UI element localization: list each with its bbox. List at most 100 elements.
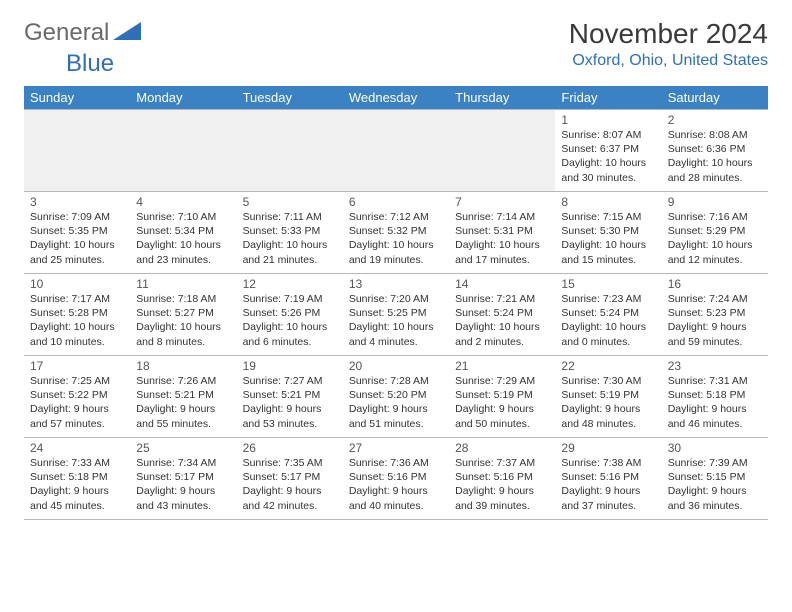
day-info: Sunrise: 7:18 AMSunset: 5:27 PMDaylight:…: [136, 292, 230, 349]
day-info: Sunrise: 7:26 AMSunset: 5:21 PMDaylight:…: [136, 374, 230, 431]
calendar-cell: 15Sunrise: 7:23 AMSunset: 5:24 PMDayligh…: [555, 274, 661, 356]
day-number: 14: [455, 277, 549, 291]
calendar-cell: [237, 110, 343, 192]
day-number: 9: [668, 195, 762, 209]
calendar-cell: 18Sunrise: 7:26 AMSunset: 5:21 PMDayligh…: [130, 356, 236, 438]
day-header: Thursday: [449, 86, 555, 110]
day-info: Sunrise: 7:31 AMSunset: 5:18 PMDaylight:…: [668, 374, 762, 431]
calendar-cell: 12Sunrise: 7:19 AMSunset: 5:26 PMDayligh…: [237, 274, 343, 356]
day-number: 21: [455, 359, 549, 373]
day-info: Sunrise: 7:34 AMSunset: 5:17 PMDaylight:…: [136, 456, 230, 513]
day-number: 17: [30, 359, 124, 373]
calendar-cell: 30Sunrise: 7:39 AMSunset: 5:15 PMDayligh…: [662, 438, 768, 520]
day-number: 11: [136, 277, 230, 291]
logo-text-general: General: [24, 19, 109, 47]
calendar-cell: 17Sunrise: 7:25 AMSunset: 5:22 PMDayligh…: [24, 356, 130, 438]
calendar-row: 3Sunrise: 7:09 AMSunset: 5:35 PMDaylight…: [24, 192, 768, 274]
logo-triangle-icon: [113, 18, 141, 47]
calendar-cell: [24, 110, 130, 192]
day-number: 4: [136, 195, 230, 209]
month-title: November 2024: [569, 18, 768, 50]
day-info: Sunrise: 7:15 AMSunset: 5:30 PMDaylight:…: [561, 210, 655, 267]
calendar-body: 1Sunrise: 8:07 AMSunset: 6:37 PMDaylight…: [24, 110, 768, 520]
day-info: Sunrise: 7:11 AMSunset: 5:33 PMDaylight:…: [243, 210, 337, 267]
day-info: Sunrise: 7:25 AMSunset: 5:22 PMDaylight:…: [30, 374, 124, 431]
day-header: Friday: [555, 86, 661, 110]
calendar-cell: 28Sunrise: 7:37 AMSunset: 5:16 PMDayligh…: [449, 438, 555, 520]
day-info: Sunrise: 7:17 AMSunset: 5:28 PMDaylight:…: [30, 292, 124, 349]
day-info: Sunrise: 7:30 AMSunset: 5:19 PMDaylight:…: [561, 374, 655, 431]
calendar-row: 10Sunrise: 7:17 AMSunset: 5:28 PMDayligh…: [24, 274, 768, 356]
day-info: Sunrise: 7:33 AMSunset: 5:18 PMDaylight:…: [30, 456, 124, 513]
day-number: 26: [243, 441, 337, 455]
calendar-cell: 16Sunrise: 7:24 AMSunset: 5:23 PMDayligh…: [662, 274, 768, 356]
calendar-cell: 2Sunrise: 8:08 AMSunset: 6:36 PMDaylight…: [662, 110, 768, 192]
calendar-cell: [449, 110, 555, 192]
calendar-cell: 25Sunrise: 7:34 AMSunset: 5:17 PMDayligh…: [130, 438, 236, 520]
day-number: 12: [243, 277, 337, 291]
calendar-cell: 4Sunrise: 7:10 AMSunset: 5:34 PMDaylight…: [130, 192, 236, 274]
day-number: 16: [668, 277, 762, 291]
logo: General: [24, 18, 141, 47]
day-info: Sunrise: 7:38 AMSunset: 5:16 PMDaylight:…: [561, 456, 655, 513]
day-info: Sunrise: 7:39 AMSunset: 5:15 PMDaylight:…: [668, 456, 762, 513]
logo-text-blue-wrap: Blue: [24, 50, 768, 78]
day-number: 20: [349, 359, 443, 373]
day-number: 13: [349, 277, 443, 291]
day-info: Sunrise: 7:24 AMSunset: 5:23 PMDaylight:…: [668, 292, 762, 349]
day-number: 27: [349, 441, 443, 455]
day-number: 22: [561, 359, 655, 373]
calendar-cell: 1Sunrise: 8:07 AMSunset: 6:37 PMDaylight…: [555, 110, 661, 192]
day-header: Wednesday: [343, 86, 449, 110]
day-number: 30: [668, 441, 762, 455]
day-info: Sunrise: 8:08 AMSunset: 6:36 PMDaylight:…: [668, 128, 762, 185]
day-number: 1: [561, 113, 655, 127]
calendar-cell: 8Sunrise: 7:15 AMSunset: 5:30 PMDaylight…: [555, 192, 661, 274]
day-header: Sunday: [24, 86, 130, 110]
calendar-row: 17Sunrise: 7:25 AMSunset: 5:22 PMDayligh…: [24, 356, 768, 438]
day-info: Sunrise: 7:19 AMSunset: 5:26 PMDaylight:…: [243, 292, 337, 349]
calendar-cell: 13Sunrise: 7:20 AMSunset: 5:25 PMDayligh…: [343, 274, 449, 356]
day-info: Sunrise: 7:28 AMSunset: 5:20 PMDaylight:…: [349, 374, 443, 431]
calendar-cell: 21Sunrise: 7:29 AMSunset: 5:19 PMDayligh…: [449, 356, 555, 438]
calendar-cell: 10Sunrise: 7:17 AMSunset: 5:28 PMDayligh…: [24, 274, 130, 356]
day-info: Sunrise: 7:09 AMSunset: 5:35 PMDaylight:…: [30, 210, 124, 267]
calendar-cell: 6Sunrise: 7:12 AMSunset: 5:32 PMDaylight…: [343, 192, 449, 274]
day-number: 10: [30, 277, 124, 291]
calendar-cell: 7Sunrise: 7:14 AMSunset: 5:31 PMDaylight…: [449, 192, 555, 274]
day-info: Sunrise: 7:20 AMSunset: 5:25 PMDaylight:…: [349, 292, 443, 349]
day-header: Saturday: [662, 86, 768, 110]
day-info: Sunrise: 8:07 AMSunset: 6:37 PMDaylight:…: [561, 128, 655, 185]
calendar-cell: 29Sunrise: 7:38 AMSunset: 5:16 PMDayligh…: [555, 438, 661, 520]
day-number: 2: [668, 113, 762, 127]
calendar-row: 1Sunrise: 8:07 AMSunset: 6:37 PMDaylight…: [24, 110, 768, 192]
calendar-cell: 19Sunrise: 7:27 AMSunset: 5:21 PMDayligh…: [237, 356, 343, 438]
calendar-cell: 26Sunrise: 7:35 AMSunset: 5:17 PMDayligh…: [237, 438, 343, 520]
day-info: Sunrise: 7:36 AMSunset: 5:16 PMDaylight:…: [349, 456, 443, 513]
calendar-cell: [130, 110, 236, 192]
day-info: Sunrise: 7:16 AMSunset: 5:29 PMDaylight:…: [668, 210, 762, 267]
day-header: Monday: [130, 86, 236, 110]
calendar-cell: 22Sunrise: 7:30 AMSunset: 5:19 PMDayligh…: [555, 356, 661, 438]
day-number: 15: [561, 277, 655, 291]
calendar-cell: 20Sunrise: 7:28 AMSunset: 5:20 PMDayligh…: [343, 356, 449, 438]
day-info: Sunrise: 7:12 AMSunset: 5:32 PMDaylight:…: [349, 210, 443, 267]
calendar-cell: 3Sunrise: 7:09 AMSunset: 5:35 PMDaylight…: [24, 192, 130, 274]
day-number: 19: [243, 359, 337, 373]
calendar-cell: [343, 110, 449, 192]
day-number: 3: [30, 195, 124, 209]
day-header-row: SundayMondayTuesdayWednesdayThursdayFrid…: [24, 86, 768, 110]
day-number: 5: [243, 195, 337, 209]
day-info: Sunrise: 7:10 AMSunset: 5:34 PMDaylight:…: [136, 210, 230, 267]
calendar-row: 24Sunrise: 7:33 AMSunset: 5:18 PMDayligh…: [24, 438, 768, 520]
day-number: 18: [136, 359, 230, 373]
calendar-cell: 27Sunrise: 7:36 AMSunset: 5:16 PMDayligh…: [343, 438, 449, 520]
calendar-cell: 9Sunrise: 7:16 AMSunset: 5:29 PMDaylight…: [662, 192, 768, 274]
day-number: 6: [349, 195, 443, 209]
calendar-cell: 5Sunrise: 7:11 AMSunset: 5:33 PMDaylight…: [237, 192, 343, 274]
day-number: 8: [561, 195, 655, 209]
day-info: Sunrise: 7:14 AMSunset: 5:31 PMDaylight:…: [455, 210, 549, 267]
calendar-cell: 14Sunrise: 7:21 AMSunset: 5:24 PMDayligh…: [449, 274, 555, 356]
day-info: Sunrise: 7:21 AMSunset: 5:24 PMDaylight:…: [455, 292, 549, 349]
day-number: 7: [455, 195, 549, 209]
